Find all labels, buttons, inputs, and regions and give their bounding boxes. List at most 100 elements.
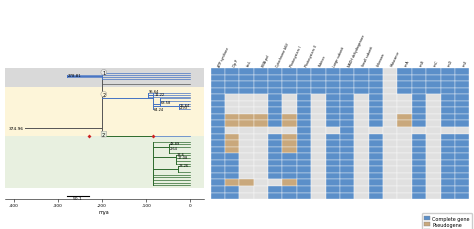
- Bar: [455, 121, 469, 127]
- Bar: [383, 147, 397, 153]
- Bar: [440, 95, 455, 101]
- Bar: [254, 186, 268, 193]
- Bar: [369, 147, 383, 153]
- Bar: [426, 173, 440, 180]
- Bar: [426, 101, 440, 108]
- Bar: [254, 101, 268, 108]
- Bar: [426, 153, 440, 160]
- Bar: [210, 147, 225, 153]
- Bar: [455, 173, 469, 180]
- Bar: [412, 69, 426, 75]
- Bar: [369, 160, 383, 167]
- Bar: [455, 160, 469, 167]
- Bar: [283, 186, 297, 193]
- Text: 11.22: 11.22: [154, 92, 164, 96]
- Bar: [440, 153, 455, 160]
- Bar: [225, 167, 239, 173]
- Bar: [397, 147, 412, 153]
- Bar: [268, 147, 283, 153]
- Bar: [369, 127, 383, 134]
- Bar: [225, 173, 239, 180]
- Text: NADH dehydrogenase: NADH dehydrogenase: [347, 34, 366, 67]
- Bar: [239, 167, 254, 173]
- Bar: [426, 147, 440, 153]
- Bar: [297, 153, 311, 160]
- Bar: [297, 180, 311, 186]
- Bar: [225, 121, 239, 127]
- Bar: [326, 121, 340, 127]
- Bar: [397, 180, 412, 186]
- Bar: [239, 101, 254, 108]
- Bar: [397, 101, 412, 108]
- Bar: [426, 140, 440, 147]
- Bar: [225, 186, 239, 193]
- Text: 2: 2: [102, 92, 105, 97]
- Bar: [340, 160, 354, 167]
- Bar: [369, 193, 383, 199]
- Bar: [283, 95, 297, 101]
- Bar: [239, 75, 254, 82]
- Bar: [426, 186, 440, 193]
- Bar: [254, 95, 268, 101]
- Bar: [283, 82, 297, 88]
- Bar: [412, 180, 426, 186]
- Bar: [225, 114, 239, 121]
- Bar: [283, 108, 297, 114]
- Bar: [225, 108, 239, 114]
- Bar: [311, 193, 326, 199]
- Text: 278.81: 278.81: [68, 74, 82, 78]
- Bar: [412, 127, 426, 134]
- Bar: [412, 82, 426, 88]
- Bar: [412, 186, 426, 193]
- Bar: [383, 121, 397, 127]
- Bar: [239, 186, 254, 193]
- Bar: [354, 180, 369, 186]
- Bar: [283, 193, 297, 199]
- Bar: [326, 82, 340, 88]
- Bar: [440, 167, 455, 173]
- Bar: [397, 173, 412, 180]
- Bar: [254, 180, 268, 186]
- Bar: [254, 147, 268, 153]
- Bar: [440, 140, 455, 147]
- Bar: [426, 88, 440, 95]
- Bar: [412, 193, 426, 199]
- Bar: [369, 101, 383, 108]
- Bar: [455, 147, 469, 153]
- Bar: [311, 160, 326, 167]
- Bar: [440, 134, 455, 140]
- Bar: [297, 140, 311, 147]
- Bar: [455, 101, 469, 108]
- Bar: [440, 108, 455, 114]
- Bar: [311, 153, 326, 160]
- Bar: [326, 127, 340, 134]
- Bar: [239, 114, 254, 121]
- Text: ATP synthase: ATP synthase: [218, 46, 230, 67]
- Bar: [397, 193, 412, 199]
- Bar: [369, 88, 383, 95]
- Bar: [369, 121, 383, 127]
- Bar: [354, 114, 369, 121]
- Bar: [383, 88, 397, 95]
- Bar: [326, 114, 340, 121]
- Bar: [210, 127, 225, 134]
- Bar: [311, 127, 326, 134]
- Bar: [369, 108, 383, 114]
- Bar: [268, 121, 283, 127]
- Bar: [283, 88, 297, 95]
- Bar: [210, 160, 225, 167]
- Bar: [225, 153, 239, 160]
- Bar: [326, 153, 340, 160]
- Bar: [383, 134, 397, 140]
- Bar: [283, 121, 297, 127]
- Bar: [354, 167, 369, 173]
- Text: Clp P: Clp P: [232, 58, 239, 67]
- Bar: [210, 95, 225, 101]
- Bar: [340, 127, 354, 134]
- Bar: [210, 186, 225, 193]
- Bar: [210, 193, 225, 199]
- Bar: [426, 95, 440, 101]
- Bar: [412, 108, 426, 114]
- Bar: [283, 75, 297, 82]
- Text: 17.08: 17.08: [178, 155, 188, 159]
